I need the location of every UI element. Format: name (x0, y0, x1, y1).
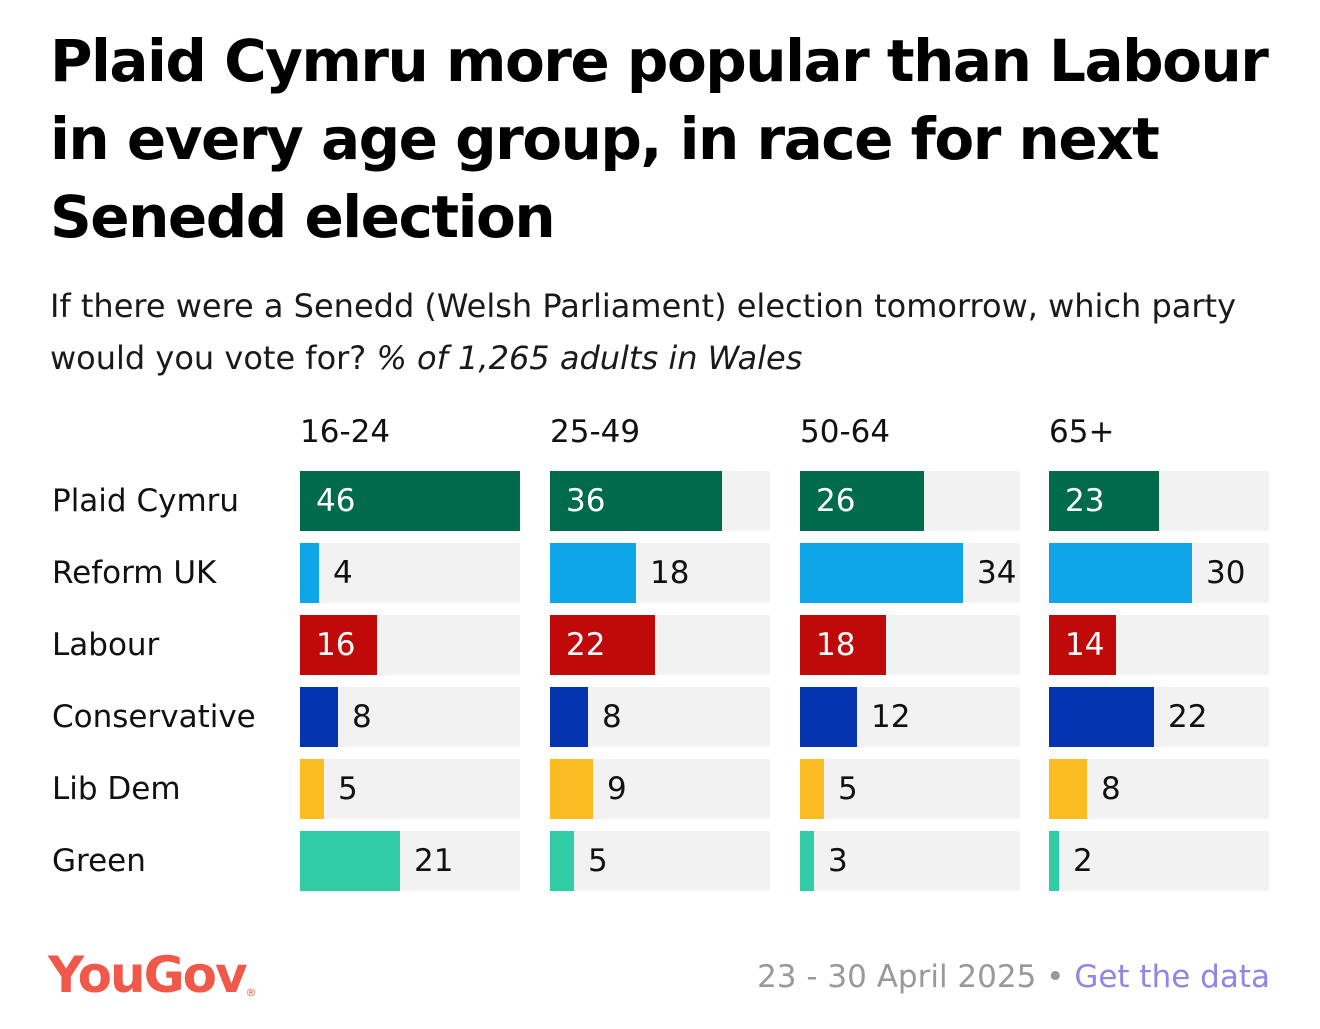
row-label-lib-dem: Lib Dem (52, 771, 181, 807)
data-label: 5 (338, 771, 358, 807)
data-label: 8 (1101, 771, 1121, 807)
bar-reform-uk-25-49[interactable] (550, 543, 636, 603)
bar-track: 5 (300, 759, 520, 819)
bar-track: 12 (800, 687, 1020, 747)
footer: 23 - 30 April 2025 • Get the data (757, 955, 1270, 999)
bar-track: 8 (300, 687, 520, 747)
data-label: 4 (333, 555, 353, 591)
data-label: 9 (607, 771, 627, 807)
bar-track: 34 (800, 543, 1020, 603)
bar-track: 30 (1049, 543, 1269, 603)
subtitle-question: If there were a Senedd (Welsh Parliament… (50, 287, 1237, 377)
data-label: 30 (1206, 555, 1246, 591)
data-label: 2 (1073, 843, 1093, 879)
bar-lib-dem-65plus[interactable] (1049, 759, 1087, 819)
bar-track: 14 (1049, 615, 1269, 675)
yougov-logo[interactable]: YouGov® (48, 940, 257, 1010)
bar-green-65plus[interactable] (1049, 831, 1059, 891)
bar-track: 26 (800, 471, 1020, 531)
bar-track: 16 (300, 615, 520, 675)
data-label: 18 (816, 627, 856, 663)
data-label: 22 (566, 627, 606, 663)
bar-track: 36 (550, 471, 770, 531)
footer-date: 23 - 30 April 2025 (757, 959, 1037, 995)
bar-conservative-16-24[interactable] (300, 687, 338, 747)
bar-green-25-49[interactable] (550, 831, 574, 891)
bar-reform-uk-50-64[interactable] (800, 543, 963, 603)
bar-track: 8 (550, 687, 770, 747)
data-label: 23 (1065, 483, 1105, 519)
bar-labour-50-64[interactable] (800, 615, 886, 675)
bar-track: 18 (550, 543, 770, 603)
subtitle-base: % of 1,265 adults in Wales (376, 339, 803, 377)
data-label: 5 (838, 771, 858, 807)
data-label: 3 (828, 843, 848, 879)
data-label: 8 (352, 699, 372, 735)
data-label: 12 (871, 699, 911, 735)
bar-track: 23 (1049, 471, 1269, 531)
row-label-reform-uk: Reform UK (52, 555, 217, 591)
footer-separator: • (1046, 959, 1065, 995)
registered-mark: ® (245, 986, 257, 999)
bar-track: 22 (550, 615, 770, 675)
data-label: 8 (602, 699, 622, 735)
bar-plaid-cymru-65plus[interactable] (1049, 471, 1159, 531)
bar-labour-65plus[interactable] (1049, 615, 1116, 675)
row-label-green: Green (52, 843, 146, 879)
logo-text: YouGov (48, 946, 248, 1004)
bar-green-16-24[interactable] (300, 831, 400, 891)
bar-plaid-cymru-50-64[interactable] (800, 471, 924, 531)
bar-track: 5 (800, 759, 1020, 819)
bar-labour-16-24[interactable] (300, 615, 377, 675)
bar-plaid-cymru-25-49[interactable] (550, 471, 722, 531)
bar-track: 3 (800, 831, 1020, 891)
data-label: 36 (566, 483, 606, 519)
bar-track: 4 (300, 543, 520, 603)
bar-lib-dem-16-24[interactable] (300, 759, 324, 819)
bar-track: 21 (300, 831, 520, 891)
data-label: 46 (316, 483, 356, 519)
bar-conservative-25-49[interactable] (550, 687, 588, 747)
bar-plaid-cymru-16-24[interactable] (300, 471, 520, 531)
group-label-50-64: 50-64 (800, 414, 891, 450)
bar-lib-dem-25-49[interactable] (550, 759, 593, 819)
group-label-16-24: 16-24 (300, 414, 391, 450)
data-label: 34 (977, 555, 1017, 591)
data-label: 22 (1168, 699, 1208, 735)
bar-green-50-64[interactable] (800, 831, 814, 891)
data-label: 21 (414, 843, 454, 879)
data-label: 16 (316, 627, 356, 663)
bar-conservative-65plus[interactable] (1049, 687, 1154, 747)
group-label-65plus: 65+ (1049, 414, 1115, 450)
chart-subtitle: If there were a Senedd (Welsh Parliament… (50, 280, 1250, 384)
data-label: 5 (588, 843, 608, 879)
group-label-25-49: 25-49 (550, 414, 641, 450)
bar-track: 5 (550, 831, 770, 891)
data-label: 26 (816, 483, 856, 519)
bar-track: 46 (300, 471, 520, 531)
row-label-plaid-cymru: Plaid Cymru (52, 483, 240, 519)
data-label: 18 (650, 555, 690, 591)
bar-track: 2 (1049, 831, 1269, 891)
data-label: 14 (1065, 627, 1105, 663)
bar-labour-25-49[interactable] (550, 615, 655, 675)
get-the-data-link[interactable]: Get the data (1074, 959, 1270, 995)
bar-track: 9 (550, 759, 770, 819)
bar-track: 22 (1049, 687, 1269, 747)
bar-lib-dem-50-64[interactable] (800, 759, 824, 819)
bar-track: 8 (1049, 759, 1269, 819)
bar-reform-uk-65plus[interactable] (1049, 543, 1192, 603)
row-label-labour: Labour (52, 627, 160, 663)
bar-conservative-50-64[interactable] (800, 687, 857, 747)
bar-reform-uk-16-24[interactable] (300, 543, 319, 603)
chart-title: Plaid Cymru more popular than Labour in … (50, 27, 1269, 251)
bar-track: 18 (800, 615, 1020, 675)
row-label-conservative: Conservative (52, 699, 256, 735)
